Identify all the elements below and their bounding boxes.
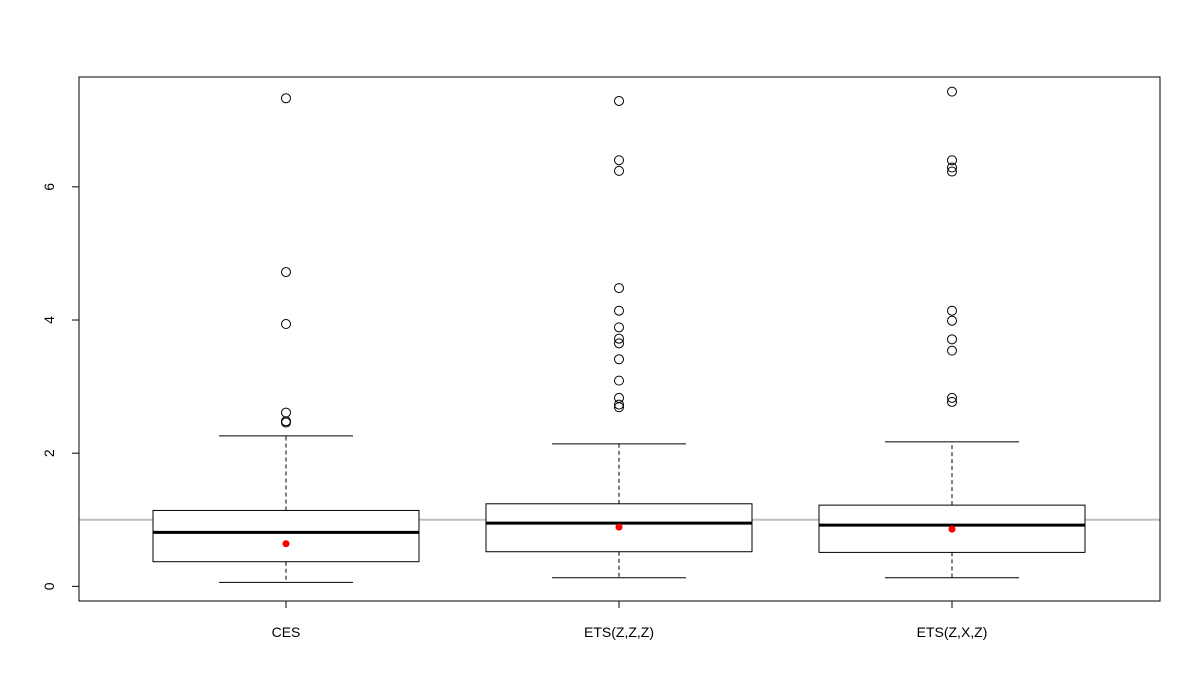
outlier-point	[947, 315, 957, 326]
y-tick-label: 2	[41, 449, 57, 457]
y-tick-label: 6	[41, 183, 57, 191]
box-group	[818, 86, 1086, 579]
box-group	[152, 93, 420, 583]
outlier-point	[947, 345, 957, 356]
outlier-point	[281, 407, 291, 418]
outlier-point	[614, 155, 624, 166]
outlier-point	[947, 162, 957, 173]
outlier-point	[614, 402, 624, 413]
mean-point	[282, 540, 290, 548]
outlier-point	[947, 86, 957, 97]
boxes-layer	[152, 86, 1086, 583]
mean-point	[948, 525, 956, 533]
outlier-point	[614, 95, 624, 106]
outlier-point	[614, 338, 624, 349]
y-tick-label: 4	[41, 316, 57, 324]
outlier-point	[281, 319, 291, 330]
outlier-point	[614, 322, 624, 333]
outlier-point	[614, 354, 624, 365]
box-group	[485, 95, 753, 579]
outlier-point	[614, 333, 624, 344]
mean-point	[615, 523, 623, 531]
x-tick-label: ETS(Z,X,Z)	[917, 624, 988, 640]
x-tick-label: CES	[272, 624, 301, 640]
iqr-box	[152, 509, 420, 563]
outlier-point	[281, 93, 291, 104]
outlier-point	[614, 305, 624, 316]
axes-layer: CES ETS(Z,Z,Z) ETS(Z,X,Z) 0 2 4 6	[41, 183, 987, 640]
outlier-point	[614, 165, 624, 176]
outlier-point	[947, 305, 957, 316]
outlier-point	[947, 396, 957, 407]
outlier-point	[614, 375, 624, 386]
y-tick-label: 0	[41, 582, 57, 590]
outlier-point	[281, 267, 291, 278]
x-tick-label: ETS(Z,Z,Z)	[584, 624, 654, 640]
outlier-point	[947, 392, 957, 403]
outlier-point	[947, 334, 957, 345]
outlier-point	[947, 155, 957, 166]
outlier-point	[614, 283, 624, 294]
outlier-point	[281, 417, 291, 428]
outlier-point	[947, 166, 957, 177]
plot-frame	[78, 76, 1161, 602]
outlier-point	[614, 399, 624, 410]
